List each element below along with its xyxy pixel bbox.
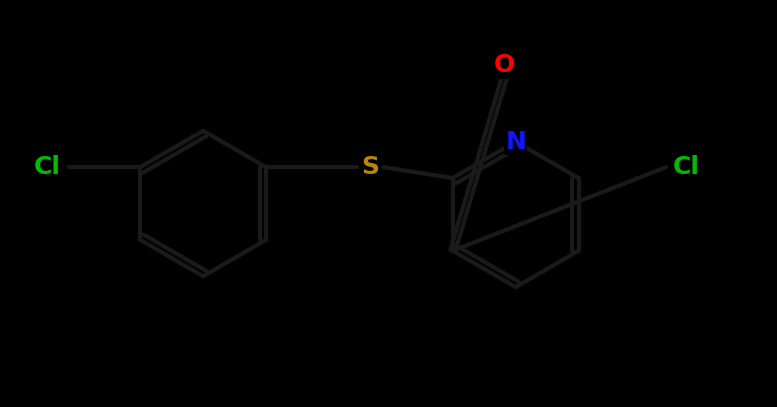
Text: Cl: Cl — [673, 155, 700, 179]
Text: S: S — [361, 155, 379, 179]
Text: O: O — [494, 53, 515, 77]
Text: Cl: Cl — [33, 155, 61, 179]
Text: N: N — [505, 130, 526, 154]
